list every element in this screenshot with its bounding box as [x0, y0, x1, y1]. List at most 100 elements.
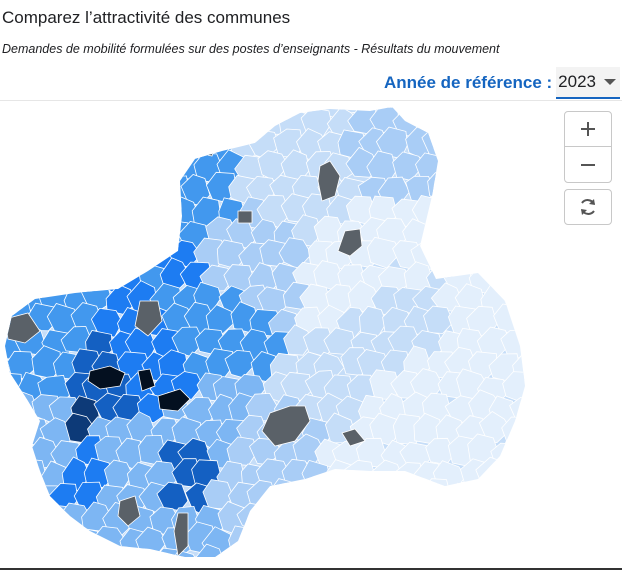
commune-area[interactable] — [0, 481, 14, 512]
commune-area[interactable] — [0, 417, 24, 444]
commune-area[interactable] — [501, 462, 534, 492]
commune-area[interactable] — [126, 149, 160, 182]
commune-area[interactable] — [5, 216, 39, 249]
commune-area[interactable] — [535, 393, 564, 424]
commune-area[interactable] — [4, 436, 35, 469]
commune-area[interactable] — [434, 110, 466, 141]
commune-area[interactable] — [0, 154, 26, 184]
commune-area[interactable] — [114, 101, 147, 117]
commune-area[interactable] — [392, 547, 425, 570]
commune-area[interactable] — [471, 130, 504, 160]
commune-area[interactable] — [159, 101, 189, 115]
commune-area[interactable] — [18, 501, 49, 535]
commune-area[interactable] — [28, 101, 59, 118]
commune-area[interactable] — [42, 546, 76, 570]
commune-area[interactable] — [140, 216, 171, 249]
commune-area[interactable] — [424, 215, 457, 247]
commune-area-no-data[interactable] — [134, 300, 163, 337]
commune-area[interactable] — [41, 153, 72, 184]
commune-area[interactable] — [86, 108, 116, 140]
commune-area[interactable] — [445, 529, 479, 557]
commune-area[interactable] — [490, 101, 522, 112]
commune-area[interactable] — [509, 302, 543, 335]
commune-area[interactable] — [489, 259, 525, 292]
commune-area[interactable] — [114, 172, 149, 205]
commune-area[interactable] — [127, 108, 159, 141]
commune-area[interactable] — [19, 549, 51, 570]
commune-area[interactable] — [478, 501, 511, 533]
commune-area[interactable] — [311, 523, 346, 556]
commune-area[interactable] — [160, 128, 190, 157]
commune-area[interactable] — [17, 458, 46, 486]
commune-area[interactable] — [59, 548, 89, 570]
commune-area[interactable] — [108, 149, 138, 179]
commune-area[interactable] — [524, 240, 555, 273]
commune-area[interactable] — [314, 482, 347, 514]
commune-area[interactable] — [420, 478, 452, 510]
commune-area[interactable] — [545, 284, 574, 315]
commune-area[interactable] — [457, 237, 489, 267]
commune-area[interactable] — [83, 194, 116, 224]
commune-area[interactable] — [455, 149, 486, 180]
commune-area[interactable] — [0, 263, 16, 295]
commune-area[interactable] — [478, 411, 512, 444]
commune-area[interactable] — [285, 504, 316, 536]
commune-area[interactable] — [170, 109, 201, 139]
commune-area[interactable] — [510, 101, 542, 115]
commune-area[interactable] — [543, 326, 575, 355]
commune-area[interactable] — [194, 543, 227, 570]
commune-area[interactable] — [221, 101, 255, 119]
commune-area[interactable] — [283, 550, 316, 570]
commune-area[interactable] — [182, 101, 211, 113]
commune-area[interactable] — [91, 131, 124, 164]
commune-area[interactable] — [95, 101, 129, 117]
commune-area[interactable] — [327, 501, 360, 534]
commune-area[interactable] — [17, 151, 48, 179]
commune-area-no-data[interactable] — [173, 512, 189, 557]
commune-area[interactable] — [122, 194, 158, 221]
commune-area-max[interactable] — [157, 388, 191, 412]
commune-area[interactable] — [448, 101, 481, 118]
commune-area[interactable] — [509, 127, 540, 160]
commune-area-no-data[interactable] — [117, 495, 141, 527]
commune-area-no-data[interactable] — [5, 312, 41, 344]
commune-area[interactable] — [102, 544, 135, 570]
commune-area[interactable] — [522, 284, 551, 315]
commune-area[interactable] — [537, 483, 566, 510]
commune-area[interactable] — [477, 241, 510, 271]
commune-area[interactable] — [47, 171, 77, 204]
commune-area[interactable] — [235, 547, 268, 570]
commune-area[interactable] — [7, 173, 38, 204]
commune-area[interactable] — [39, 240, 74, 270]
commune-area[interactable] — [152, 195, 185, 226]
commune-area[interactable] — [8, 527, 39, 557]
commune-area[interactable] — [336, 478, 368, 510]
commune-area[interactable] — [503, 153, 534, 183]
commune-area[interactable] — [500, 198, 532, 228]
commune-area[interactable] — [458, 109, 491, 142]
commune-area[interactable] — [47, 220, 79, 250]
commune-area[interactable] — [59, 151, 91, 183]
commune-area[interactable] — [526, 110, 556, 139]
commune-area[interactable] — [41, 196, 73, 227]
commune-area[interactable] — [372, 551, 402, 570]
commune-area[interactable] — [246, 101, 279, 120]
commune-area[interactable] — [262, 547, 291, 570]
commune-area[interactable] — [511, 217, 542, 247]
commune-area[interactable] — [18, 107, 49, 139]
commune-area[interactable] — [293, 482, 322, 513]
commune-area[interactable] — [63, 197, 93, 228]
commune-area-no-data[interactable] — [261, 405, 311, 447]
commune-area-no-data[interactable] — [341, 428, 366, 447]
commune-area[interactable] — [538, 350, 568, 380]
commune-area[interactable] — [466, 174, 497, 205]
commune-area[interactable] — [416, 502, 445, 535]
commune-area[interactable] — [114, 125, 149, 159]
commune-area[interactable] — [301, 459, 331, 493]
commune-area[interactable] — [302, 501, 333, 532]
commune-area[interactable] — [202, 101, 238, 119]
commune-area[interactable] — [534, 101, 563, 120]
commune-area[interactable] — [30, 523, 60, 556]
commune-area[interactable] — [334, 526, 368, 558]
map-canvas[interactable] — [0, 101, 622, 570]
